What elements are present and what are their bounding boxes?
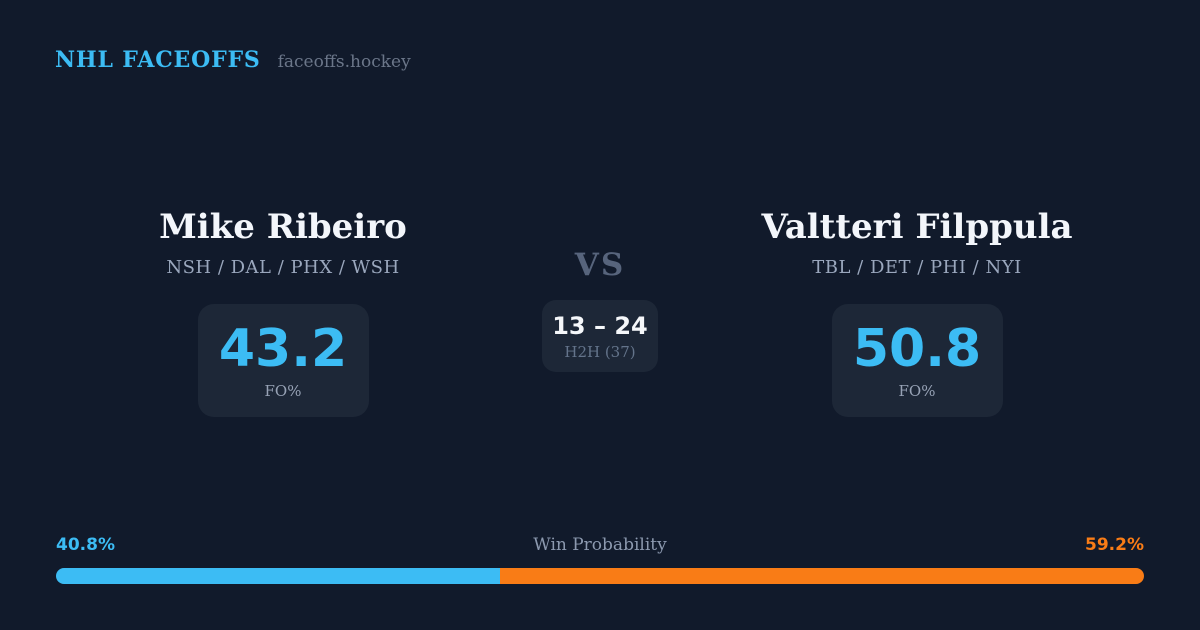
- win-probability-left-pct: 40.8%: [56, 535, 115, 555]
- h2h-card: 13 – 24 H2H (37): [542, 300, 658, 372]
- h2h-label: H2H (37): [564, 342, 636, 361]
- player-right-fo-value: 50.8: [852, 319, 982, 379]
- player-right-column: Valtteri Filppula TBL / DET / PHI / NYI …: [634, 205, 1200, 417]
- win-probability-right-pct: 59.2%: [1085, 535, 1144, 555]
- win-probability-bar-right: [499, 568, 1144, 584]
- player-right-name: Valtteri Filppula: [761, 207, 1073, 247]
- player-left-name: Mike Ribeiro: [159, 207, 407, 247]
- win-probability-labels: 40.8% Win Probability 59.2%: [56, 535, 1144, 558]
- versus-column: VS 13 – 24 H2H (37): [500, 205, 700, 372]
- win-probability-title: Win Probability: [533, 535, 667, 555]
- player-right-teams: TBL / DET / PHI / NYI: [812, 257, 1022, 278]
- site-url: faceoffs.hockey: [277, 52, 411, 72]
- player-left-fo-card: 43.2 FO%: [197, 304, 369, 417]
- win-probability-bar-left: [56, 568, 500, 584]
- player-left-fo-label: FO%: [264, 382, 302, 400]
- player-left-teams: NSH / DAL / PHX / WSH: [166, 257, 400, 278]
- h2h-score: 13 – 24: [552, 311, 648, 340]
- player-right-fo-label: FO%: [898, 382, 936, 400]
- header: NHL FACEOFFS faceoffs.hockey: [55, 47, 411, 73]
- player-right-fo-card: 50.8 FO%: [831, 304, 1003, 417]
- win-probability-section: 40.8% Win Probability 59.2%: [56, 535, 1144, 584]
- player-left-fo-value: 43.2: [218, 319, 348, 379]
- brand-title: NHL FACEOFFS: [55, 47, 261, 73]
- vs-label: VS: [574, 247, 626, 283]
- player-left-column: Mike Ribeiro NSH / DAL / PHX / WSH 43.2 …: [0, 205, 566, 417]
- win-probability-bar: [56, 568, 1144, 584]
